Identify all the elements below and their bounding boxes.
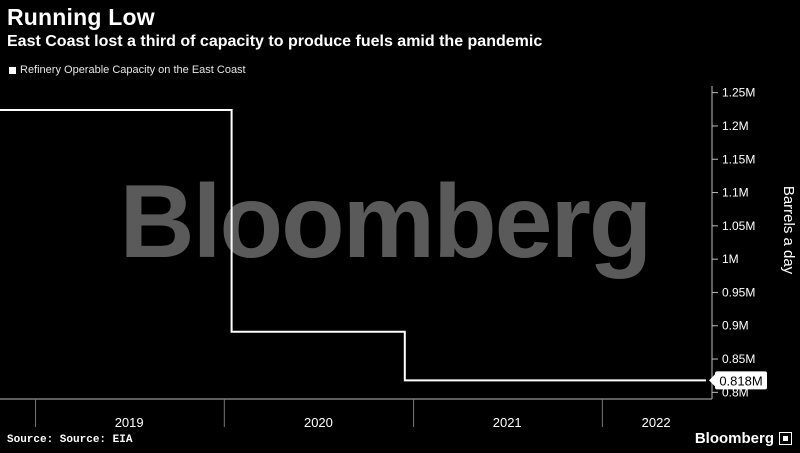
last-value-text: 0.818M (719, 373, 762, 388)
y-tick-label: 1M (722, 252, 739, 266)
axes (0, 86, 713, 400)
chart-title: Running Low (7, 4, 155, 30)
y-tick-label: 1.05M (722, 219, 755, 233)
y-tick-label: 0.9M (722, 319, 749, 333)
x-tick-label: 2020 (304, 415, 333, 430)
terminal-icon (779, 432, 792, 445)
x-axis: 2019 2020 2021 2022 (35, 399, 671, 430)
watermark: Bloomberg (120, 164, 651, 280)
legend-label: Refinery Operable Capacity on the East C… (20, 64, 246, 76)
legend: Refinery Operable Capacity on the East C… (9, 64, 246, 76)
y-tick-label: 1.25M (722, 86, 755, 100)
y-tick-label: 0.85M (722, 352, 755, 366)
brand-logo: Bloomberg (694, 430, 774, 447)
last-value-box (715, 371, 767, 390)
series-line (0, 109, 706, 382)
legend-swatch (9, 66, 16, 74)
y-tick-label: 1.1M (722, 186, 749, 200)
y-tick-label: 1.15M (722, 152, 755, 166)
source-note: Source: Source: EIA (7, 434, 133, 446)
y-axis: 1.25M1.2M1.15M1.1M1.05M1M0.95M0.9M0.85M0… (712, 86, 755, 399)
chart-subtitle: East Coast lost a third of capacity to p… (7, 33, 543, 50)
y-tick-label: 0.95M (722, 285, 755, 299)
x-tick-label: 2021 (493, 415, 522, 430)
x-tick-label: 2019 (115, 415, 144, 430)
x-tick-label: 2022 (642, 415, 671, 430)
last-value-pointer (709, 374, 715, 387)
y-axis-title: Barrels a day (780, 186, 797, 275)
last-value-label: 0.818M (709, 371, 767, 390)
y-tick-label: 1.2M (722, 119, 749, 133)
